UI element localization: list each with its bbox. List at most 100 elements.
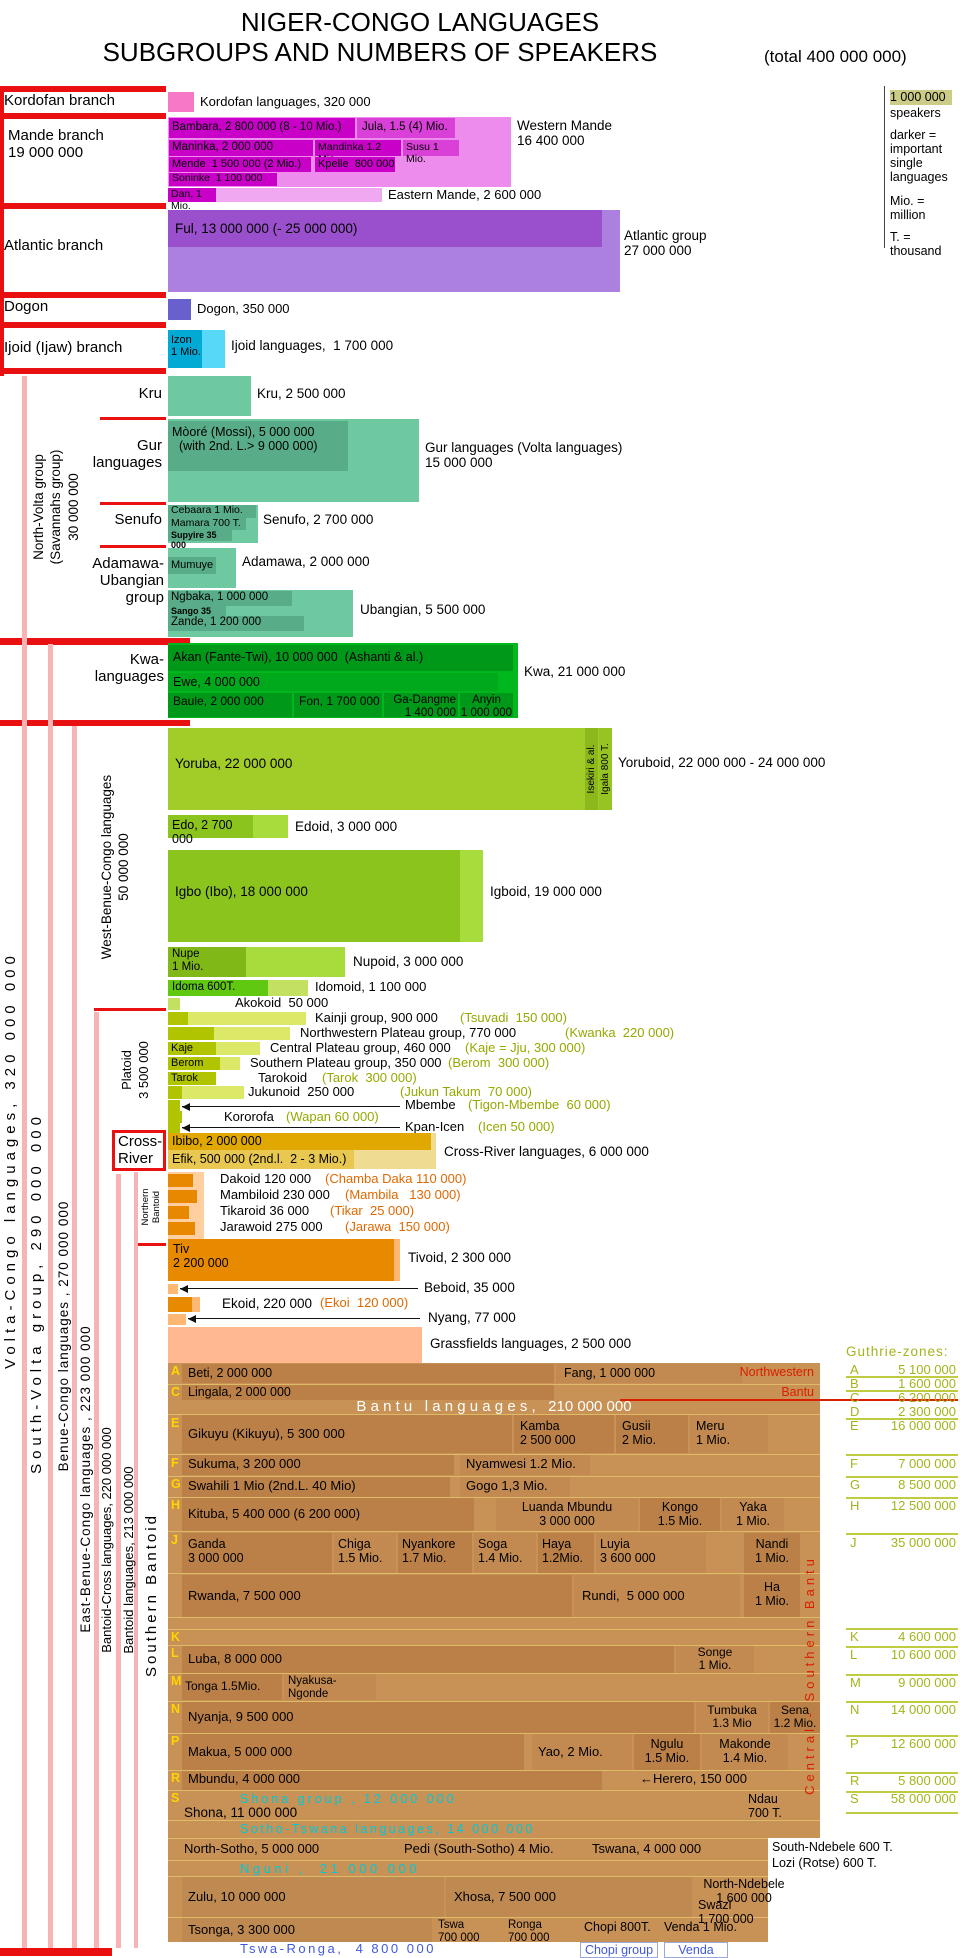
gz-g-value: 8 500 000 xyxy=(898,1477,956,1492)
label-platoid: Platoid 3 500 000 xyxy=(119,1041,151,1099)
bar-yoruboid xyxy=(168,728,612,810)
lbl-kordofan: Kordofan languages, 320 000 xyxy=(200,94,371,109)
zone-letter-f: F xyxy=(171,1456,179,1470)
lbl-venda: Venda 1 Mio. xyxy=(664,1920,737,1934)
group-cross-river: Cross- River xyxy=(112,1130,166,1171)
box-nyakusa: Nyakusa- Ngonde xyxy=(284,1674,376,1700)
bar-kpelle: Kpelle 800 000 xyxy=(315,157,395,172)
lbl-mambiloid-note: (Mambila 130 000) xyxy=(345,1187,461,1202)
lbl-chopi: Chopi 800T. xyxy=(584,1920,651,1934)
rule-gur-senufo xyxy=(100,502,166,505)
lbl-southern-plateau-note: (Berom 300 000) xyxy=(448,1055,550,1070)
gz-d-value: 2 300 000 xyxy=(898,1404,956,1419)
bar-ekoid xyxy=(168,1297,192,1312)
rule-dogon-bottom xyxy=(0,322,166,328)
bar-isekiri: Isekiri & al. xyxy=(585,728,598,810)
lbl-dakoid-note: (Chamba Daka 110 000) xyxy=(325,1171,467,1186)
lbl-ekoid: Ekoid, 220 000 xyxy=(222,1296,313,1311)
lbl-pedi: Pedi (South-Sotho) 4 Mio. xyxy=(404,1841,554,1856)
lbl-kainji: Kainji group, 900 000 xyxy=(315,1010,438,1025)
rule-left-vertical xyxy=(0,86,4,376)
bar-igala: Igala 800 T. xyxy=(599,728,612,810)
lbl-western-mande: Western Mande 16 400 000 xyxy=(517,118,613,149)
bar-maninka: Maninka, 2 000 000 xyxy=(169,140,313,156)
lbl-tarokoid-note: (Tarok 300 000) xyxy=(322,1070,417,1085)
box-gusii: Gusii 2 Mio. xyxy=(616,1415,688,1453)
lbl-nguni: Nguni , 21 000 000 xyxy=(240,1861,420,1876)
lbl-sotho-tswana: Sotho-Tswana languages, 14 000 000 xyxy=(240,1822,535,1836)
bar-moore: Mòoré (Mossi), 5 000 000 (with 2nd. L.> … xyxy=(168,421,348,471)
group-kru: Kru xyxy=(138,385,162,402)
bar-nupe: Nupe 1 Mio. xyxy=(168,947,246,977)
label-benue-congo: Benue-Congo languages , 270 000 000 xyxy=(56,1200,71,1472)
lbl-nw-plateau-note: (Kwanka 220 000) xyxy=(565,1025,675,1040)
bar-kordofan xyxy=(168,92,194,112)
rule-atlantic-bottom xyxy=(0,292,166,298)
zone-letter-m: M xyxy=(171,1674,182,1688)
box-songe: Songe 1 Mio. xyxy=(676,1645,754,1673)
gz-n-letter: N xyxy=(850,1702,860,1717)
gz-f-letter: F xyxy=(850,1456,858,1471)
sep-s2 xyxy=(168,1820,820,1821)
lbl-akokoid: Akokoid 50 000 xyxy=(235,995,329,1010)
lbl-northwestern: Northwestern xyxy=(739,1365,814,1379)
zone-letter-g: G xyxy=(171,1477,181,1491)
rule-mande-bottom xyxy=(0,203,166,209)
lbl-kpan-icen-note: (Icen 50 000) xyxy=(478,1119,555,1134)
zone-letter-p: P xyxy=(171,1734,180,1748)
gz-b-value: 1 600 000 xyxy=(898,1376,956,1391)
bar-kaje: Kaje xyxy=(168,1042,216,1055)
lbl-central-plateau: Central Plateau group, 460 000 xyxy=(270,1040,451,1055)
gz-l-letter: L xyxy=(850,1647,858,1662)
lbl-jukunoid: Jukunoid 250 000 xyxy=(248,1084,355,1099)
box-kituba: Kituba, 5 400 000 (6 200 000) xyxy=(182,1498,474,1531)
bar-dakoid xyxy=(168,1174,193,1187)
lbl-edoid: Edoid, 3 000 000 xyxy=(295,819,398,834)
box-tsonga: Tsonga, 3 300 000 xyxy=(182,1918,432,1942)
bar-grassfields xyxy=(168,1327,422,1363)
bar-beboid xyxy=(168,1284,178,1294)
title-total: (total 400 000 000) xyxy=(764,47,907,66)
label-south-volta: South-Volta group, 290 000 000 xyxy=(28,1112,45,1474)
bar-tikaroid xyxy=(168,1206,189,1219)
box-tonga: Tonga 1.5Mio. xyxy=(182,1674,282,1700)
group-adamawa-ubangian: Adamawa- Ubangian group xyxy=(92,555,164,606)
branch-ijoid: Ijoid (Ijaw) branch xyxy=(4,339,123,356)
line-south-volta xyxy=(48,644,53,1948)
rule-kwa-bottom xyxy=(0,720,190,726)
bar-jukunoid xyxy=(182,1086,244,1099)
legend-divider xyxy=(884,86,885,248)
bar-kainji-dark xyxy=(168,1012,188,1025)
bar-jukunoid-dark xyxy=(168,1086,182,1099)
lbl-jarawoid-note: (Jarawa 150 000) xyxy=(345,1219,450,1234)
bar-mamara: Mamara 700 T. xyxy=(168,517,246,530)
box-rundi: Rundi, 5 000 000 xyxy=(574,1575,740,1617)
sep-p xyxy=(168,1733,820,1734)
lbl-ronga: Ronga 700 000 xyxy=(508,1919,550,1944)
gzline-5 xyxy=(846,1476,958,1478)
gzline-7 xyxy=(846,1533,958,1535)
arrow-kpan-icen-head xyxy=(182,1123,190,1132)
bar-jula: Jula, 1.5 (4) Mio. xyxy=(357,118,455,138)
branch-dogon: Dogon xyxy=(4,298,49,315)
sep-k xyxy=(168,1629,820,1630)
bar-nw-plateau-dark xyxy=(168,1027,214,1040)
label-west-benue: West-Benue-Congo languages 50 000 000 xyxy=(99,774,131,960)
label-north-volta: North-Volta group (Savannahs group) 30 0… xyxy=(31,449,81,565)
cell-venda-group: Venda xyxy=(664,1942,728,1958)
box-sena: Sena 1.2 Mio. xyxy=(770,1702,820,1733)
box-fang: Fang, 1 000 000 xyxy=(556,1364,742,1383)
gz-e-value: 16 000 000 xyxy=(890,1418,956,1433)
label-east-benue: East-Benue-Congo languages , 223 000 000 xyxy=(78,1325,93,1633)
lbl-shona-group: Shona group , 12 000 000 xyxy=(240,1792,457,1806)
cell-chopi-group: Chopi group xyxy=(580,1942,658,1958)
bar-susu: Susu 1 Mio. xyxy=(403,140,459,165)
box-xhosa: Xhosa, 7 500 000 xyxy=(446,1877,692,1917)
bar-bambara: Bambara, 2 800 000 (8 - 10 Mio.) xyxy=(169,118,355,138)
lbl-tivoid: Tivoid, 2 300 000 xyxy=(408,1250,512,1265)
bar-ibibo: Ibibo, 2 000 000 xyxy=(168,1133,431,1150)
gzline-12 xyxy=(846,1735,958,1737)
lbl-herero: ←Herero, 150 000 xyxy=(640,1771,747,1786)
bar-jarawoid xyxy=(168,1222,195,1235)
lbl-nw-plateau: Northwestern Plateau group, 770 000 xyxy=(300,1025,517,1040)
